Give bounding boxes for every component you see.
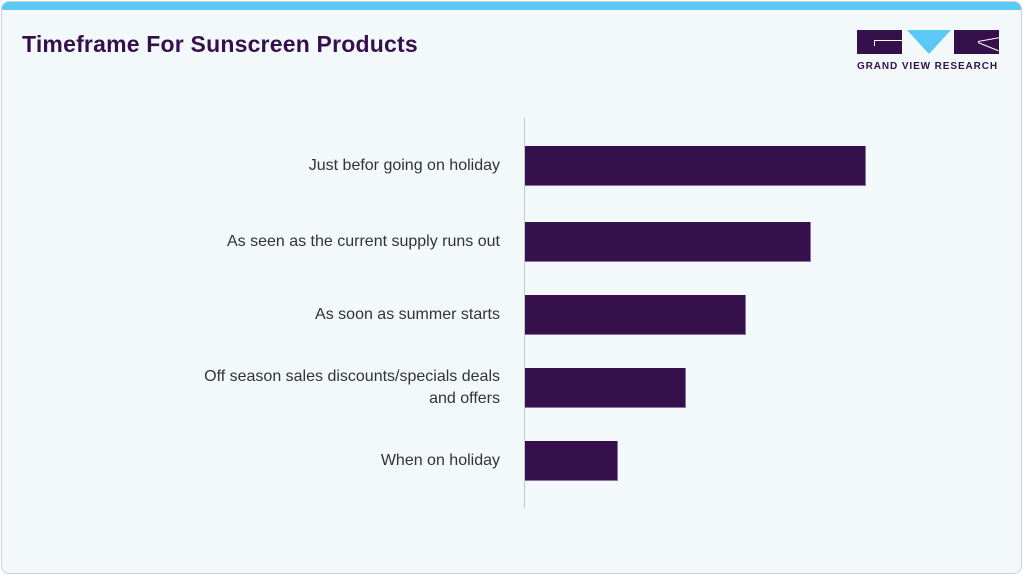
category-label: Just befor going on holiday bbox=[309, 155, 500, 177]
category-label-line: Off season sales discounts/specials deal… bbox=[204, 368, 500, 385]
accent-bar bbox=[2, 2, 1021, 10]
chart-title: Timeframe For Sunscreen Products bbox=[22, 31, 418, 57]
bar bbox=[525, 222, 811, 262]
bar bbox=[525, 146, 866, 186]
category-label: Off season sales discounts/specials deal… bbox=[204, 366, 500, 410]
category-label: As soon as summer starts bbox=[315, 304, 500, 326]
bar bbox=[525, 441, 618, 481]
logo-text: GRAND VIEW RESEARCH bbox=[857, 61, 998, 72]
y-axis-line bbox=[524, 118, 525, 508]
logo-r-block-icon bbox=[954, 30, 1000, 54]
category-label-line: As soon as summer starts bbox=[315, 306, 500, 323]
category-label: As seen as the current supply runs out bbox=[227, 231, 500, 253]
grand-view-research-logo: GRAND VIEW RESEARCH bbox=[857, 30, 1000, 72]
bar bbox=[525, 295, 746, 335]
category-label-line: and offers bbox=[429, 390, 500, 407]
category-label-line: When on holiday bbox=[380, 452, 500, 469]
logo-v-triangle-icon bbox=[907, 30, 951, 54]
category-label-line: Just befor going on holiday bbox=[308, 157, 500, 174]
category-label-line: As seen as the current supply runs out bbox=[226, 233, 500, 250]
category-label: When on holiday bbox=[381, 450, 500, 472]
logo-g-block-icon bbox=[857, 30, 902, 54]
bar bbox=[525, 368, 686, 408]
